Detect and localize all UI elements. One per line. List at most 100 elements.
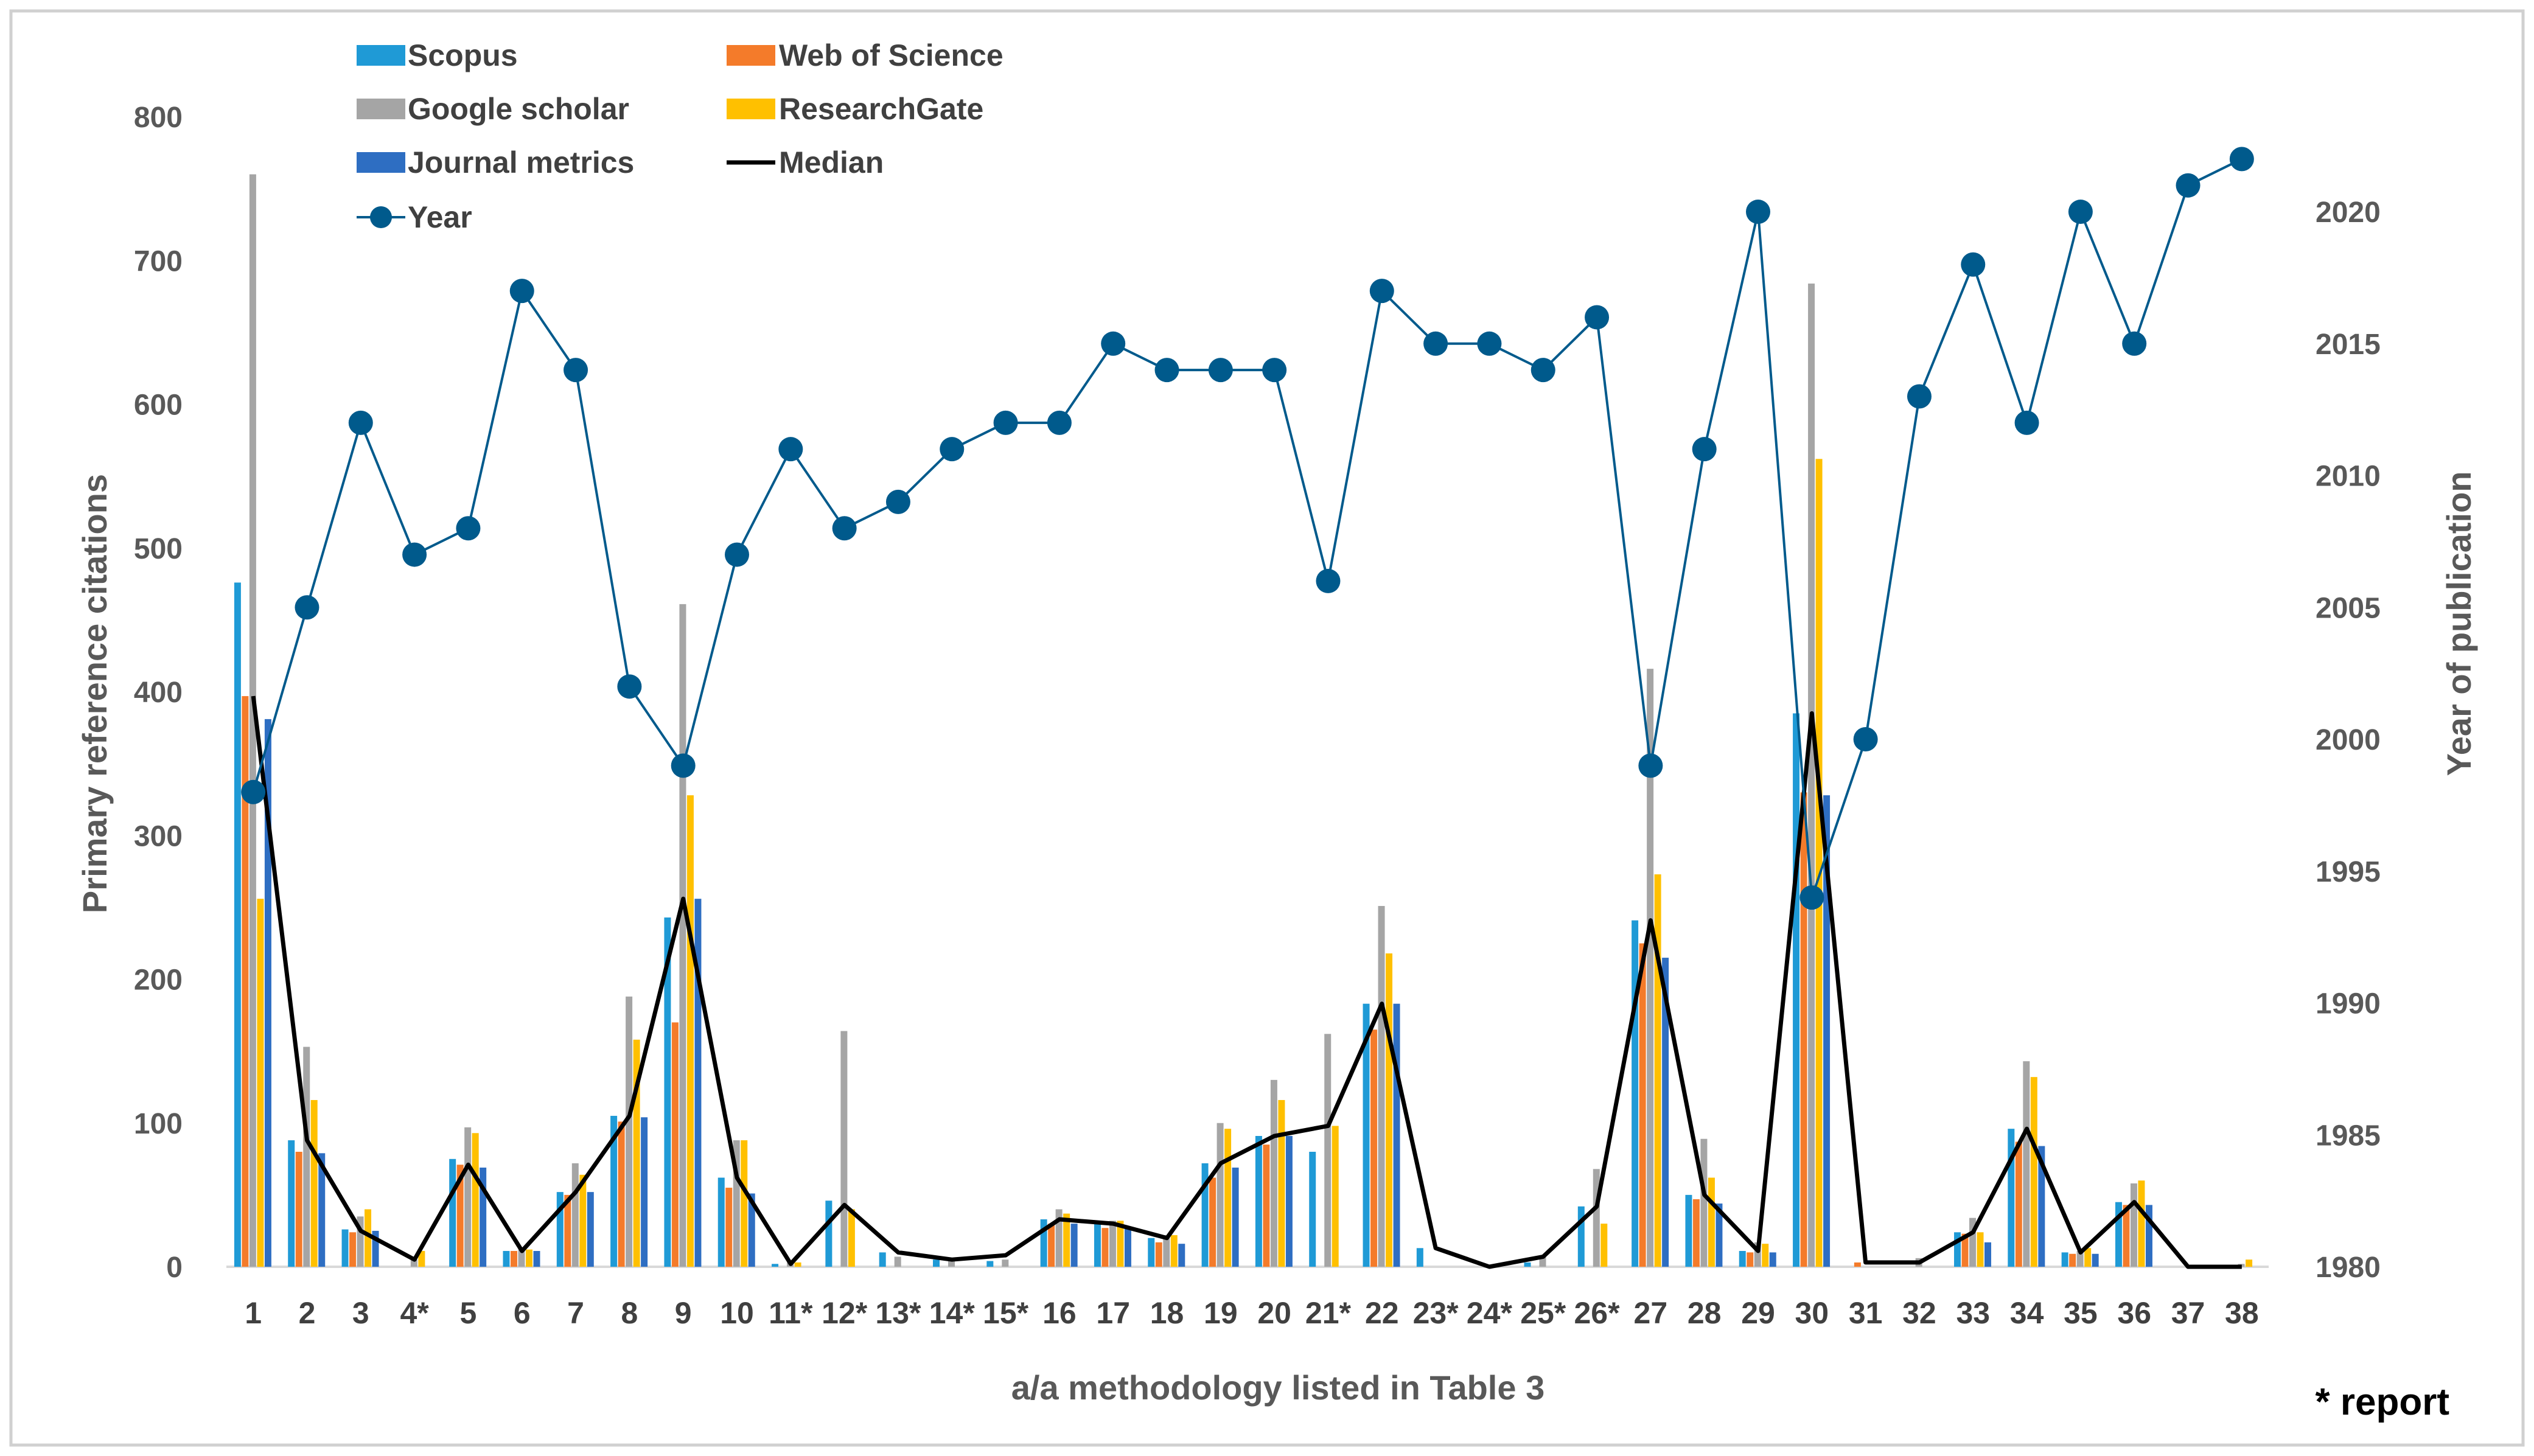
year-marker-8	[617, 674, 642, 699]
legend-label-year: Year	[408, 200, 472, 234]
year-marker-30	[1799, 885, 1824, 910]
bar-web-of-science-35	[2069, 1253, 2076, 1267]
x-tick-29: 29	[1741, 1296, 1775, 1330]
year-marker-1	[241, 779, 266, 804]
x-tick-4: 4*	[400, 1296, 429, 1330]
bar-scopus-25	[1524, 1262, 1531, 1267]
legend-item-median[interactable]: Median	[727, 145, 884, 179]
bar-journal-metrics-30	[1823, 795, 1831, 1267]
bar-google-scholar-1	[249, 174, 256, 1267]
year-marker-27	[1638, 753, 1663, 778]
y-tick-400: 400	[134, 677, 183, 709]
legend-item-researchgate[interactable]: ResearchGate	[727, 92, 983, 126]
year-marker-24	[1477, 331, 1502, 356]
legend-label-researchgate: ResearchGate	[779, 92, 983, 126]
bar-researchgate-1	[257, 899, 264, 1267]
y2-tick-1995: 1995	[2316, 856, 2381, 888]
year-marker-4	[402, 542, 427, 567]
series-web-of-science	[242, 696, 2130, 1267]
bar-scopus-7	[556, 1192, 564, 1267]
bar-google-scholar-14	[948, 1261, 955, 1267]
legend-item-journal-metrics[interactable]: Journal metrics	[357, 145, 634, 179]
bar-journal-metrics-9	[694, 899, 702, 1267]
bar-web-of-science-17	[1101, 1228, 1109, 1267]
x-tick-27: 27	[1634, 1296, 1668, 1330]
x-tick-36: 36	[2117, 1296, 2151, 1330]
x-tick-18: 18	[1150, 1296, 1184, 1330]
bar-web-of-science-10	[725, 1188, 733, 1267]
bar-web-of-science-7	[564, 1194, 571, 1267]
legend-item-scopus[interactable]: Scopus	[357, 38, 518, 72]
bar-web-of-science-5	[456, 1165, 464, 1267]
year-marker-3	[348, 410, 373, 435]
x-tick-10: 10	[720, 1296, 754, 1330]
bar-scopus-8	[610, 1115, 618, 1267]
y2-tick-2005: 2005	[2316, 592, 2381, 624]
year-marker-28	[1692, 437, 1717, 462]
x-tick-30: 30	[1795, 1296, 1829, 1330]
bar-researchgate-7	[579, 1174, 587, 1267]
y-tick-100: 100	[134, 1108, 183, 1140]
year-marker-6	[509, 279, 534, 304]
year-marker-18	[1154, 358, 1179, 383]
legend-swatch-google-scholar	[357, 99, 405, 119]
x-tick-37: 37	[2171, 1296, 2205, 1330]
x-tick-33: 33	[1956, 1296, 1990, 1330]
bar-google-scholar-15	[1002, 1259, 1009, 1267]
bar-journal-metrics-5	[480, 1167, 487, 1267]
year-marker-33	[1961, 252, 1986, 277]
bar-scopus-15	[986, 1261, 994, 1267]
bar-scopus-28	[1685, 1194, 1692, 1267]
x-tick-35: 35	[2064, 1296, 2098, 1330]
bar-scopus-2	[288, 1140, 295, 1267]
legend-item-google-scholar[interactable]: Google scholar	[357, 92, 629, 126]
x-tick-6: 6	[514, 1296, 531, 1330]
bar-google-scholar-21	[1324, 1034, 1332, 1267]
x-tick-8: 8	[621, 1296, 638, 1330]
year-marker-14	[940, 437, 965, 462]
x-tick-13: 13*	[875, 1296, 921, 1330]
year-marker-20	[1262, 358, 1287, 383]
bar-scopus-36	[2115, 1202, 2122, 1267]
bar-journal-metrics-8	[641, 1117, 648, 1267]
x-tick-2: 2	[299, 1296, 316, 1330]
year-marker-5	[456, 516, 481, 541]
bar-researchgate-16	[1063, 1213, 1070, 1267]
bar-researchgate-10	[741, 1140, 748, 1267]
legend-item-web-of-science[interactable]: Web of Science	[727, 38, 1003, 72]
year-marker-29	[1746, 200, 1770, 225]
y-tick-300: 300	[134, 820, 183, 852]
year-marker-38	[2229, 147, 2254, 172]
year-marker-26	[1585, 305, 1610, 330]
bar-google-scholar-3	[357, 1216, 364, 1267]
year-marker-37	[2176, 173, 2201, 198]
y-tick-500: 500	[134, 533, 183, 565]
bar-google-scholar-36	[2130, 1183, 2137, 1267]
bar-researchgate-20	[1278, 1099, 1285, 1267]
bar-researchgate-36	[2138, 1180, 2145, 1267]
x-tick-14: 14*	[929, 1296, 976, 1330]
bar-researchgate-28	[1708, 1177, 1715, 1267]
series-google-scholar	[249, 174, 2245, 1267]
bar-researchgate-18	[1170, 1235, 1178, 1267]
bar-journal-metrics-29	[1769, 1252, 1776, 1267]
bar-journal-metrics-1	[264, 719, 271, 1267]
x-tick-19: 19	[1204, 1296, 1238, 1330]
bar-web-of-science-3	[349, 1232, 357, 1267]
bar-scopus-20	[1255, 1136, 1262, 1267]
x-tick-23: 23*	[1413, 1296, 1459, 1330]
x-tick-31: 31	[1849, 1296, 1883, 1330]
bar-google-scholar-8	[626, 996, 633, 1267]
legend-swatch-scopus	[357, 45, 405, 66]
bar-scopus-18	[1148, 1238, 1155, 1267]
bar-scopus-10	[717, 1177, 725, 1267]
bar-google-scholar-34	[2023, 1061, 2030, 1267]
bar-researchgate-33	[1977, 1232, 1984, 1267]
bar-researchgate-4	[418, 1251, 425, 1267]
bar-researchgate-21	[1332, 1126, 1339, 1267]
bar-researchgate-30	[1815, 459, 1823, 1267]
y-axis-title: Primary reference citations	[75, 474, 114, 913]
y-tick-200: 200	[134, 964, 183, 997]
legend-item-year[interactable]: Year	[357, 200, 472, 234]
bar-scopus-29	[1739, 1251, 1746, 1267]
